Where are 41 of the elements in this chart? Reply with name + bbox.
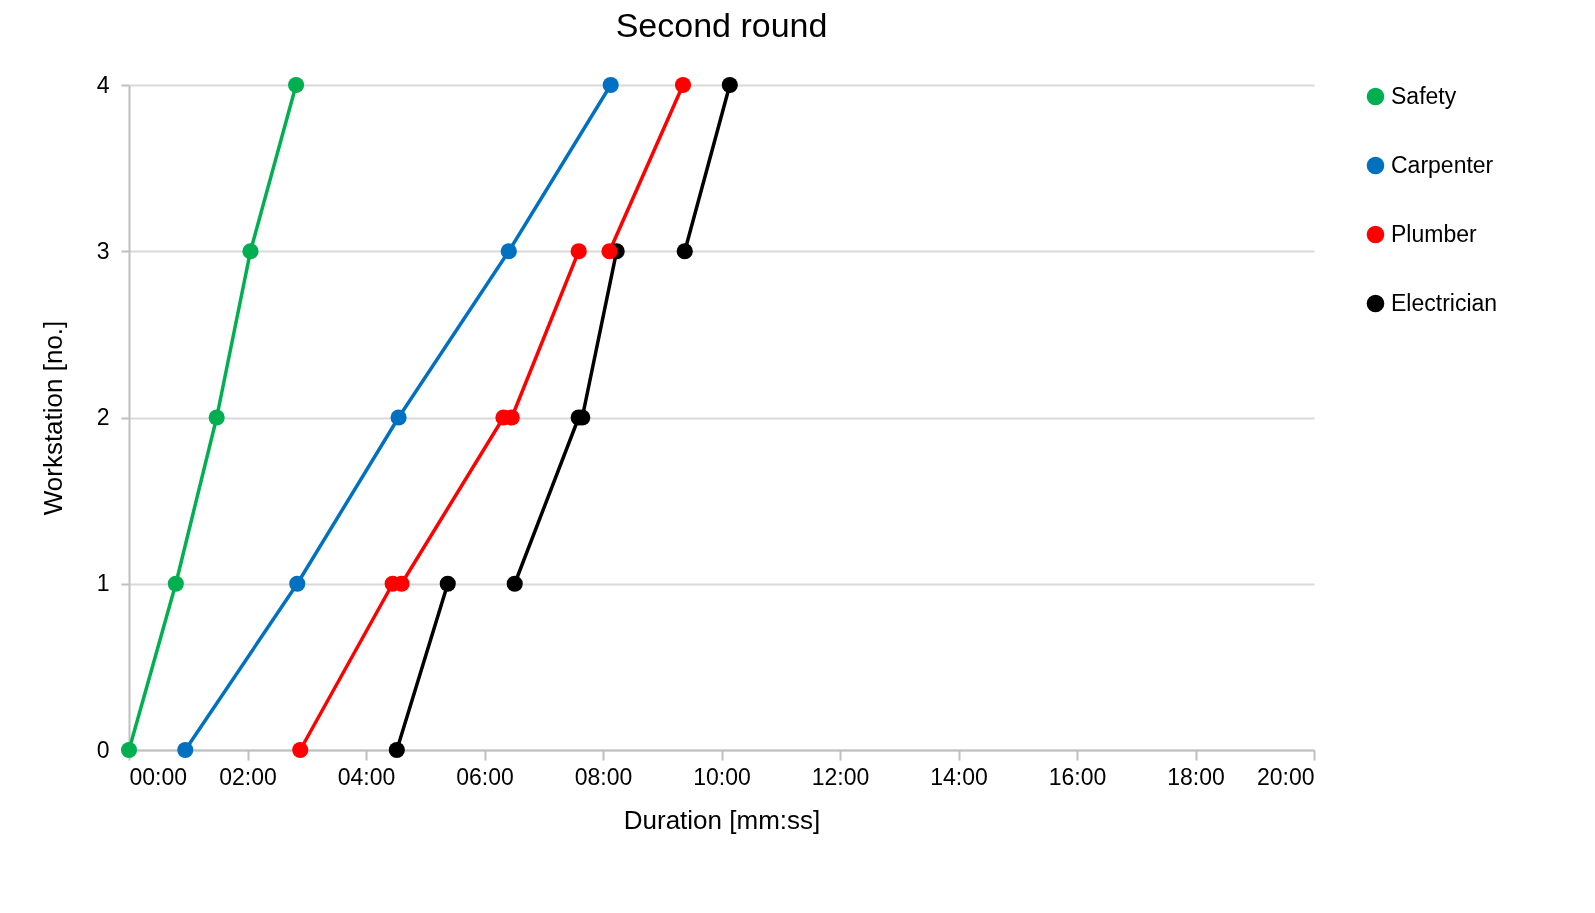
point bbox=[500, 243, 517, 260]
x-tick-label: 14:00 bbox=[930, 763, 988, 790]
y-tick-label: 3 bbox=[96, 237, 110, 264]
legend-label: Safety bbox=[1391, 82, 1457, 109]
point bbox=[570, 243, 587, 260]
legend-label: Plumber bbox=[1391, 220, 1477, 247]
point bbox=[506, 575, 523, 592]
x-tick-label: 18:00 bbox=[1167, 763, 1225, 790]
point bbox=[289, 575, 306, 592]
x-tick-label: 04:00 bbox=[337, 763, 396, 790]
point bbox=[208, 409, 225, 426]
x-tick-label: 10:00 bbox=[693, 763, 751, 790]
point bbox=[390, 409, 407, 426]
y-tick-label: 1 bbox=[96, 570, 110, 597]
point bbox=[674, 76, 692, 94]
x-tick-label: 08:00 bbox=[574, 763, 633, 790]
legend-label: Electrician bbox=[1391, 289, 1498, 316]
x-tick-label: 20:00 bbox=[1256, 763, 1315, 790]
legend-label: Carpenter bbox=[1391, 151, 1494, 178]
point bbox=[177, 741, 194, 759]
x-tick-label: 02:00 bbox=[219, 763, 277, 790]
y-tick-label: 0 bbox=[96, 736, 110, 763]
chart-title: Second round bbox=[615, 6, 828, 44]
point bbox=[167, 575, 184, 592]
y-axis-title: Workstation [no.] bbox=[37, 320, 68, 516]
point bbox=[288, 76, 305, 94]
y-tick-label: 4 bbox=[96, 71, 110, 98]
point bbox=[439, 575, 456, 592]
point bbox=[292, 741, 309, 759]
x-tick-label: 00:00 bbox=[129, 763, 188, 790]
x-tick-label: 16:00 bbox=[1048, 763, 1107, 790]
y-tick-label: 2 bbox=[96, 404, 110, 430]
point bbox=[388, 741, 405, 759]
x-axis-title: Duration [mm:ss] bbox=[623, 804, 821, 835]
point bbox=[676, 243, 693, 260]
x-tick-label: 06:00 bbox=[456, 763, 514, 790]
point bbox=[602, 76, 619, 94]
point bbox=[601, 243, 618, 260]
x-tick-label: 12:00 bbox=[811, 763, 870, 790]
point bbox=[242, 243, 259, 260]
point bbox=[721, 76, 738, 94]
